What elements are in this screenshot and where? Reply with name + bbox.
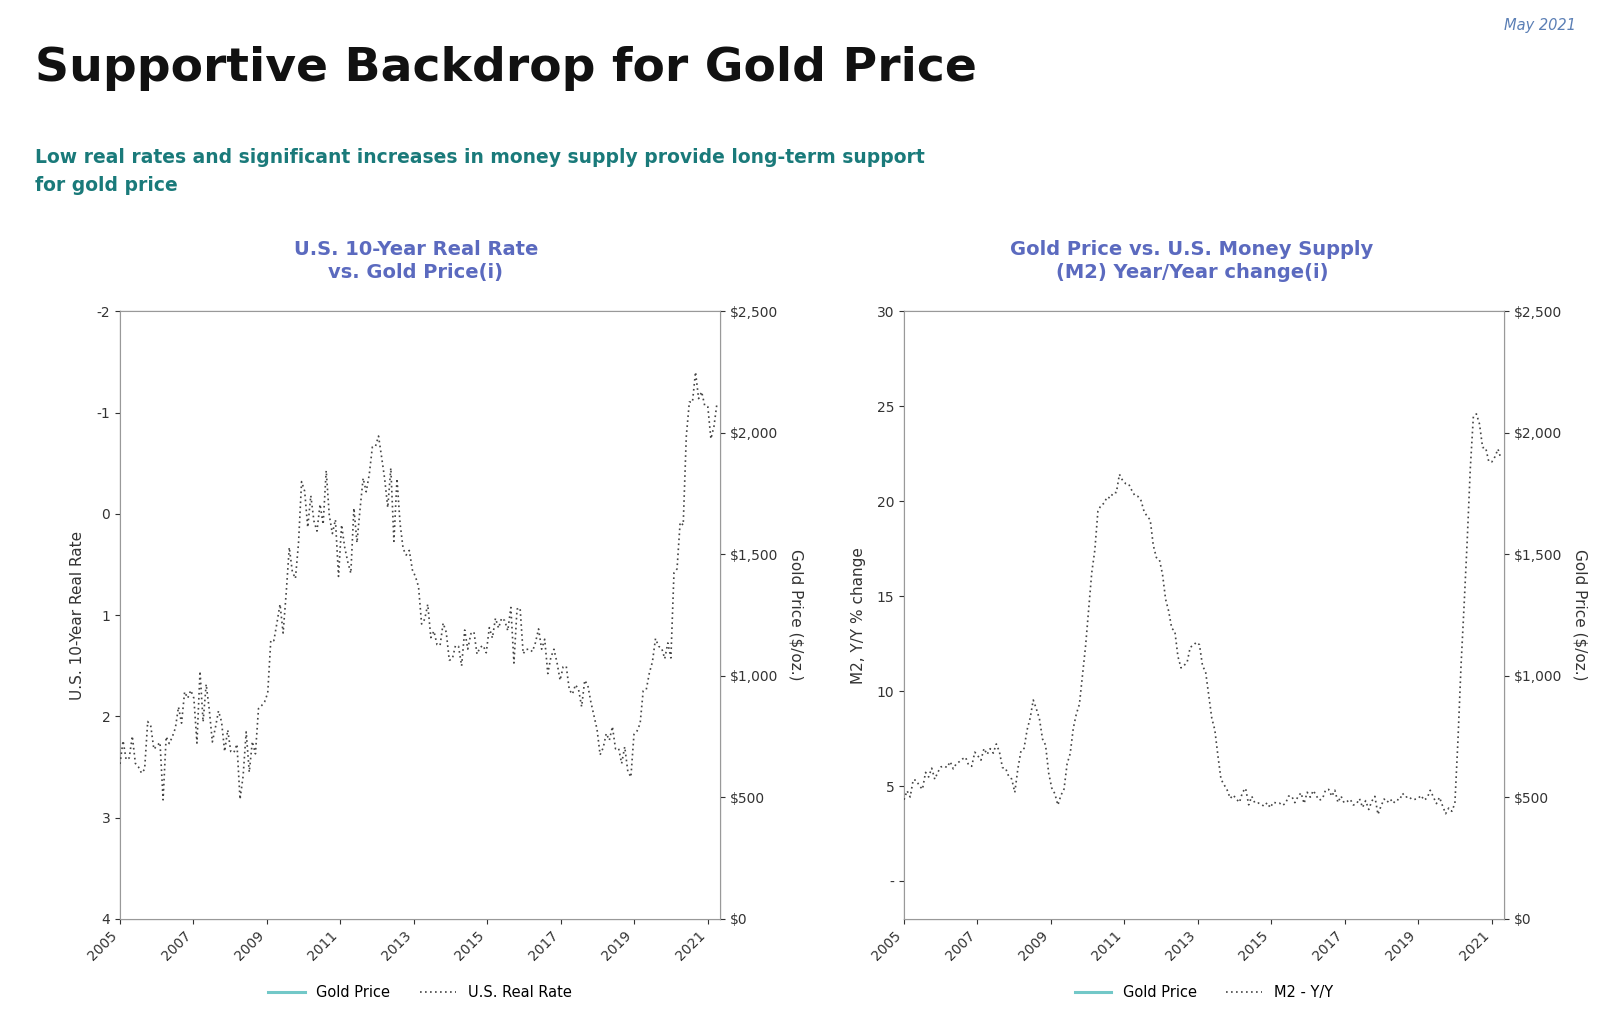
Text: Gold Price vs. U.S. Money Supply
(M2) Year/Year change(i): Gold Price vs. U.S. Money Supply (M2) Ye… [1010,240,1374,283]
Legend: Gold Price, M2 - Y/Y: Gold Price, M2 - Y/Y [1069,979,1339,1006]
Y-axis label: M2, Y/Y % change: M2, Y/Y % change [851,546,866,684]
Y-axis label: Gold Price ($/oz.): Gold Price ($/oz.) [1573,549,1587,681]
Text: Low real rates and significant increases in money supply provide long-term suppo: Low real rates and significant increases… [35,148,925,195]
Text: U.S. 10-Year Real Rate
vs. Gold Price(i): U.S. 10-Year Real Rate vs. Gold Price(i) [294,240,538,283]
Y-axis label: Gold Price ($/oz.): Gold Price ($/oz.) [789,549,803,681]
Y-axis label: U.S. 10-Year Real Rate: U.S. 10-Year Real Rate [70,531,85,699]
Legend: Gold Price, U.S. Real Rate: Gold Price, U.S. Real Rate [262,979,578,1006]
Text: May 2021: May 2021 [1504,18,1576,34]
Text: Supportive Backdrop for Gold Price: Supportive Backdrop for Gold Price [35,46,978,91]
